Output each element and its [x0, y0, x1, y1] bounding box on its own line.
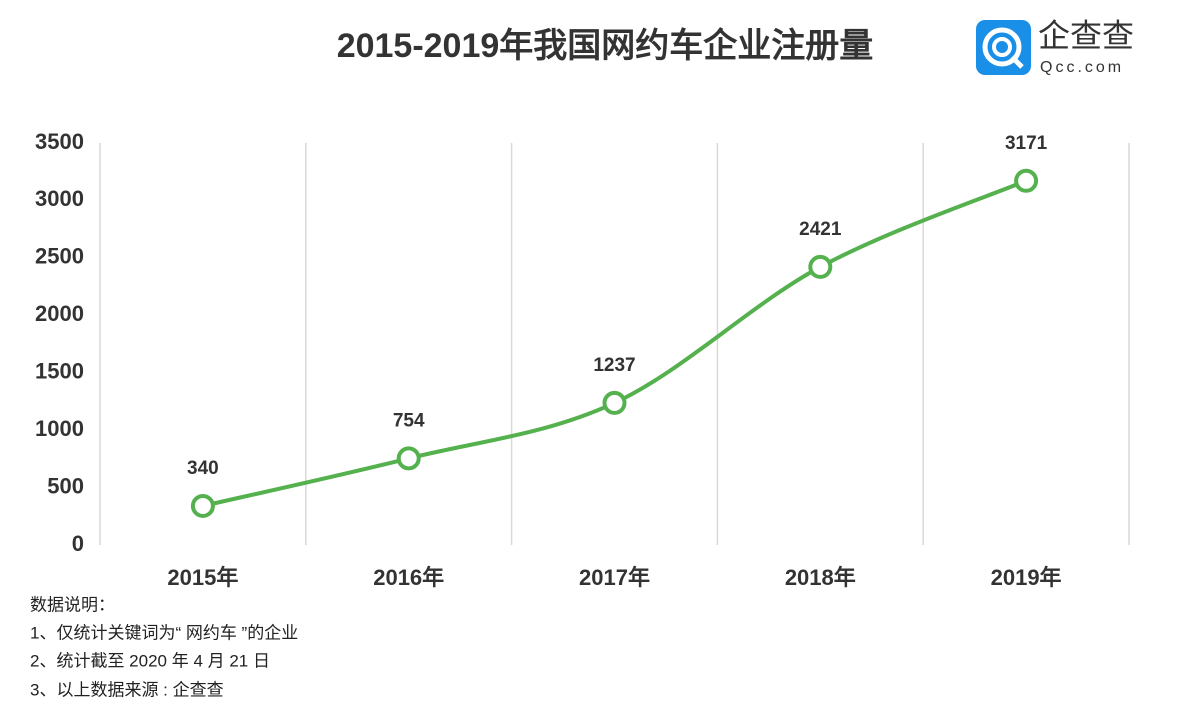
y-tick-label: 1500 [35, 359, 84, 384]
logo: 企查查 Qcc.com [976, 17, 1134, 76]
y-tick-label: 2000 [35, 301, 84, 326]
marker [1014, 168, 1039, 193]
marker [190, 493, 215, 518]
x-tick-label: 2015年 [167, 565, 238, 590]
note: 数据说明： [30, 595, 115, 614]
value-label: 2421 [799, 219, 842, 240]
marker [808, 254, 833, 279]
value-label: 340 [187, 458, 219, 479]
note: 1、仅统计关键词为“ 网约车 ”的企业 [30, 623, 298, 642]
note: 2、统计截至 2020 年 4 月 21 日 [30, 651, 270, 670]
x-tick-label: 2019年 [991, 565, 1062, 590]
y-tick-label: 0 [72, 531, 84, 556]
y-tick-label: 3000 [35, 186, 84, 211]
logo-name: 企查查 [1038, 17, 1134, 53]
y-tick-label: 1000 [35, 416, 84, 441]
logo-ring [992, 37, 1012, 57]
chart-title: 2015-2019年我国网约车企业注册量 [337, 26, 874, 65]
line [202, 178, 1027, 508]
x-tick-label: 2017年 [579, 565, 650, 590]
logo-ring [982, 27, 1022, 67]
logo-tail [1010, 55, 1024, 69]
note: 3、以上数据来源 : 企查查 [30, 680, 224, 699]
y-tick-label: 2500 [35, 244, 84, 269]
value-label: 754 [393, 410, 425, 431]
value-label: 1237 [593, 355, 635, 376]
marker [396, 446, 421, 471]
logo-url: Qcc.com [1040, 59, 1124, 76]
value-label: 3171 [1005, 133, 1048, 154]
x-tick-label: 2018年 [785, 565, 856, 590]
x-tick-label: 2016年 [373, 565, 444, 590]
y-tick-label: 3500 [35, 129, 84, 154]
y-tick-label: 500 [47, 473, 84, 498]
marker [602, 390, 627, 415]
